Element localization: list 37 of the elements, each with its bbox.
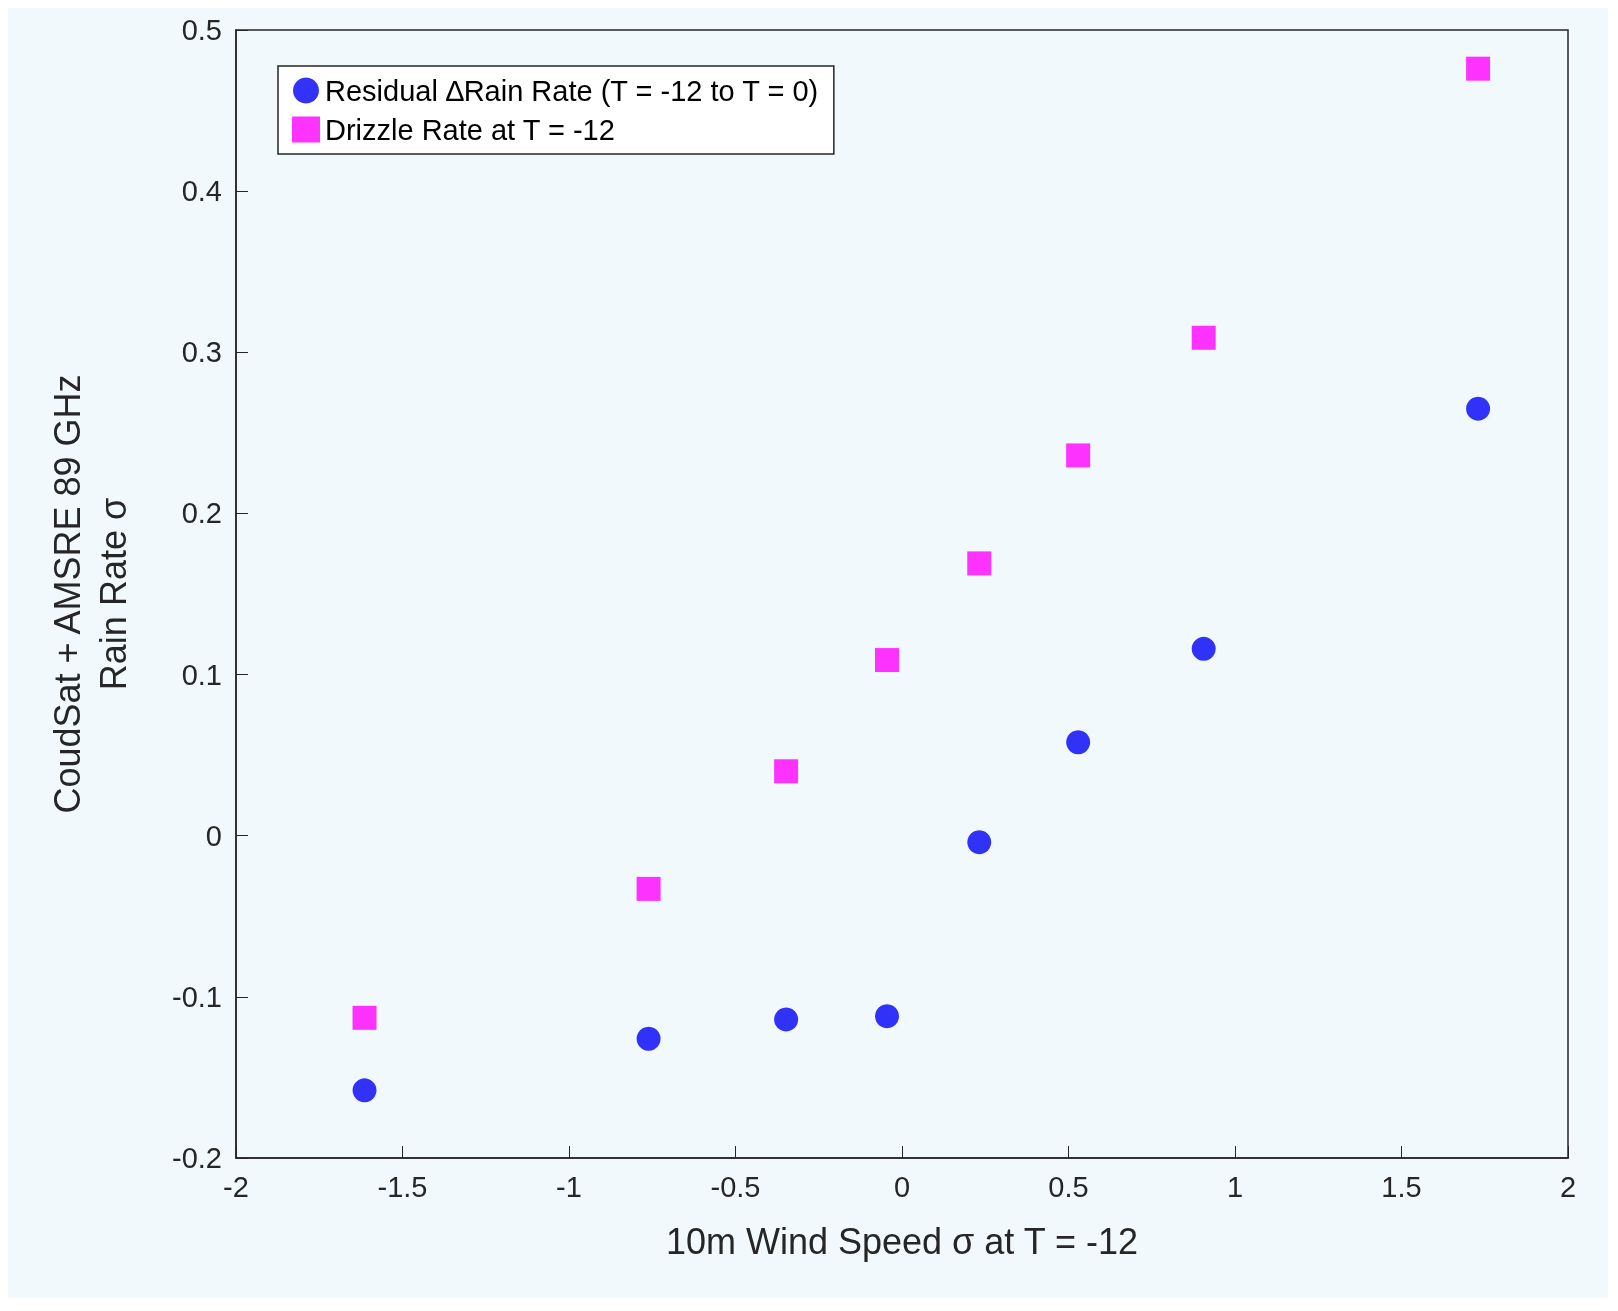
point xyxy=(1466,56,1491,81)
x-tick-label: -1 xyxy=(556,1170,582,1203)
y-tick-label: 0 xyxy=(205,819,222,852)
point xyxy=(352,1078,377,1103)
point xyxy=(875,1004,900,1029)
y-tick-label: 0.4 xyxy=(181,175,222,208)
y-tick-label: -0.2 xyxy=(172,1142,222,1174)
y-tick-label: -0.1 xyxy=(172,980,222,1013)
x-tick-label: 1 xyxy=(1226,1170,1244,1203)
point xyxy=(967,830,992,855)
point xyxy=(636,1026,661,1051)
x-axis-title: 10m Wind Speed σ at T = -12 xyxy=(665,1220,1139,1262)
legend-label: Drizzle Rate at T = -12 xyxy=(325,113,615,146)
point xyxy=(967,551,992,576)
x-tick-label: 2 xyxy=(1559,1170,1577,1203)
point xyxy=(774,1007,799,1032)
x-tick-label: -1.5 xyxy=(377,1170,428,1203)
y-tick-label: 0.5 xyxy=(181,14,222,46)
point xyxy=(774,759,799,784)
x-tick-label: -0.5 xyxy=(710,1170,761,1203)
y-tick-label: 0.1 xyxy=(181,658,222,691)
x-tick-label: -2 xyxy=(223,1170,249,1203)
y-axis-title: CoudSat + AMSRE 89 GHz Rain Rate σ xyxy=(46,374,134,814)
point xyxy=(1191,325,1216,350)
point xyxy=(352,1005,377,1030)
point xyxy=(1466,396,1491,421)
point xyxy=(1191,636,1216,661)
y-tick-label: 0.2 xyxy=(181,497,222,530)
point xyxy=(1066,730,1091,755)
y-tick-label: 0.3 xyxy=(181,336,222,369)
legend-label: Residual ∆Rain Rate (T = -12 to T = 0) xyxy=(325,74,819,107)
x-tick-label: 0.5 xyxy=(1048,1170,1089,1203)
point xyxy=(636,876,661,901)
x-tick-label: 1.5 xyxy=(1381,1170,1422,1203)
point xyxy=(875,648,900,673)
point xyxy=(1066,443,1091,468)
x-tick-label: 0 xyxy=(893,1170,911,1203)
